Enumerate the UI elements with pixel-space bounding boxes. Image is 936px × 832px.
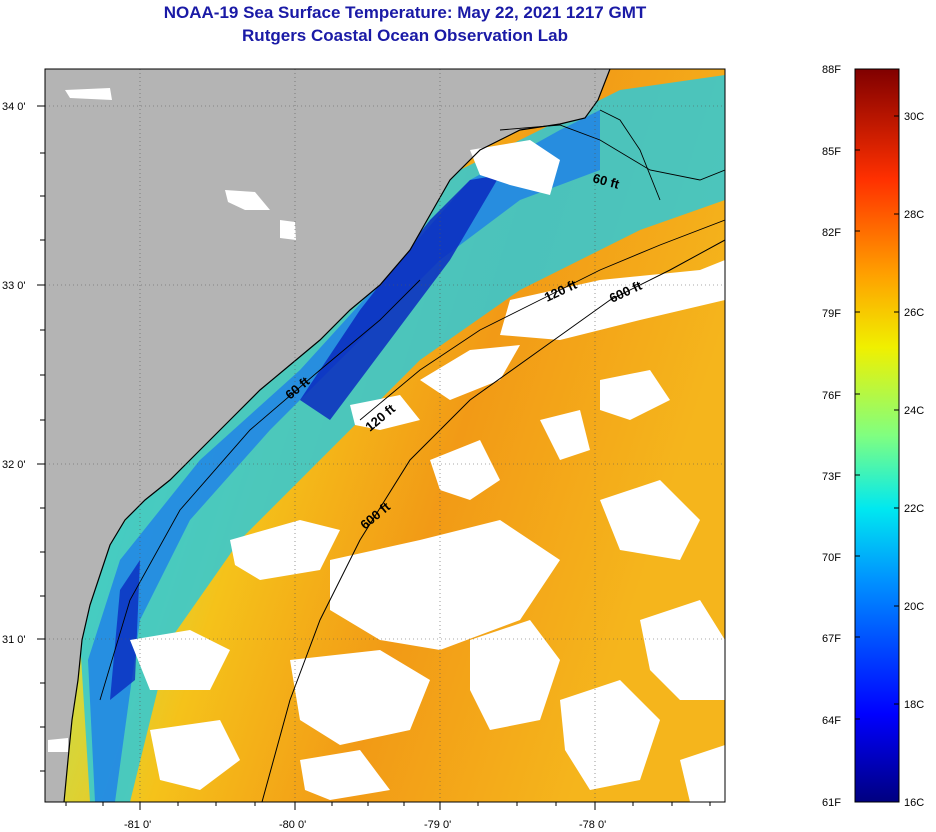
isobath-60ft-south <box>99 279 421 701</box>
lat-label: 31 0' <box>2 634 26 646</box>
fahrenheit-label: 76F <box>822 390 841 402</box>
lon-label: -78 0' <box>579 819 606 831</box>
isobath-label: 60 ft <box>591 170 621 192</box>
lat-label: 33 0' <box>2 280 26 292</box>
isobath-120ft <box>359 219 725 421</box>
celsius-label: 22C <box>904 503 924 515</box>
map-subtitle: Rutgers Coastal Ocean Observation Lab <box>242 26 568 45</box>
isobath-60ft-north <box>499 124 725 181</box>
lat-label: 34 0' <box>2 101 26 113</box>
map-plot-area <box>45 69 725 802</box>
land <box>45 69 610 802</box>
fahrenheit-label: 79F <box>822 308 841 320</box>
lon-label: -81 0' <box>124 819 151 831</box>
fahrenheit-label: 82F <box>822 227 841 239</box>
cool-shelf-water <box>80 75 725 802</box>
fahrenheit-label: 61F <box>822 797 841 809</box>
colorbar-c-labels: 30C 28C 26C 24C 22C 20C 18C 16C <box>904 111 924 809</box>
lon-label: -79 0' <box>424 819 451 831</box>
colorbar-f-labels: 88F 85F 82F 79F 76F 73F 70F 67F 64F 61F <box>822 64 841 809</box>
colorbar-ticks <box>855 115 899 720</box>
celsius-label: 28C <box>904 209 924 221</box>
cape-fear-outline <box>599 109 661 201</box>
colorbar <box>854 68 900 803</box>
celsius-label: 18C <box>904 699 924 711</box>
celsius-label: 16C <box>904 797 924 809</box>
axis-ticks <box>37 105 711 810</box>
graticule <box>45 69 725 802</box>
lon-label: -80 0' <box>279 819 306 831</box>
cloud-mask <box>48 88 725 802</box>
fahrenheit-label: 88F <box>822 64 841 76</box>
fahrenheit-label: 67F <box>822 633 841 645</box>
coastline <box>63 69 611 802</box>
fahrenheit-label: 73F <box>822 471 841 483</box>
celsius-label: 26C <box>904 307 924 319</box>
celsius-label: 30C <box>904 111 924 123</box>
fahrenheit-label: 64F <box>822 715 841 727</box>
coldest-water-patch <box>300 175 500 420</box>
fahrenheit-label: 70F <box>822 552 841 564</box>
lat-label: 32 0' <box>2 459 26 471</box>
map-frame <box>44 68 726 803</box>
celsius-label: 20C <box>904 601 924 613</box>
map-title: NOAA-19 Sea Surface Temperature: May 22,… <box>163 3 647 22</box>
celsius-label: 24C <box>904 405 924 417</box>
fahrenheit-label: 85F <box>822 146 841 158</box>
